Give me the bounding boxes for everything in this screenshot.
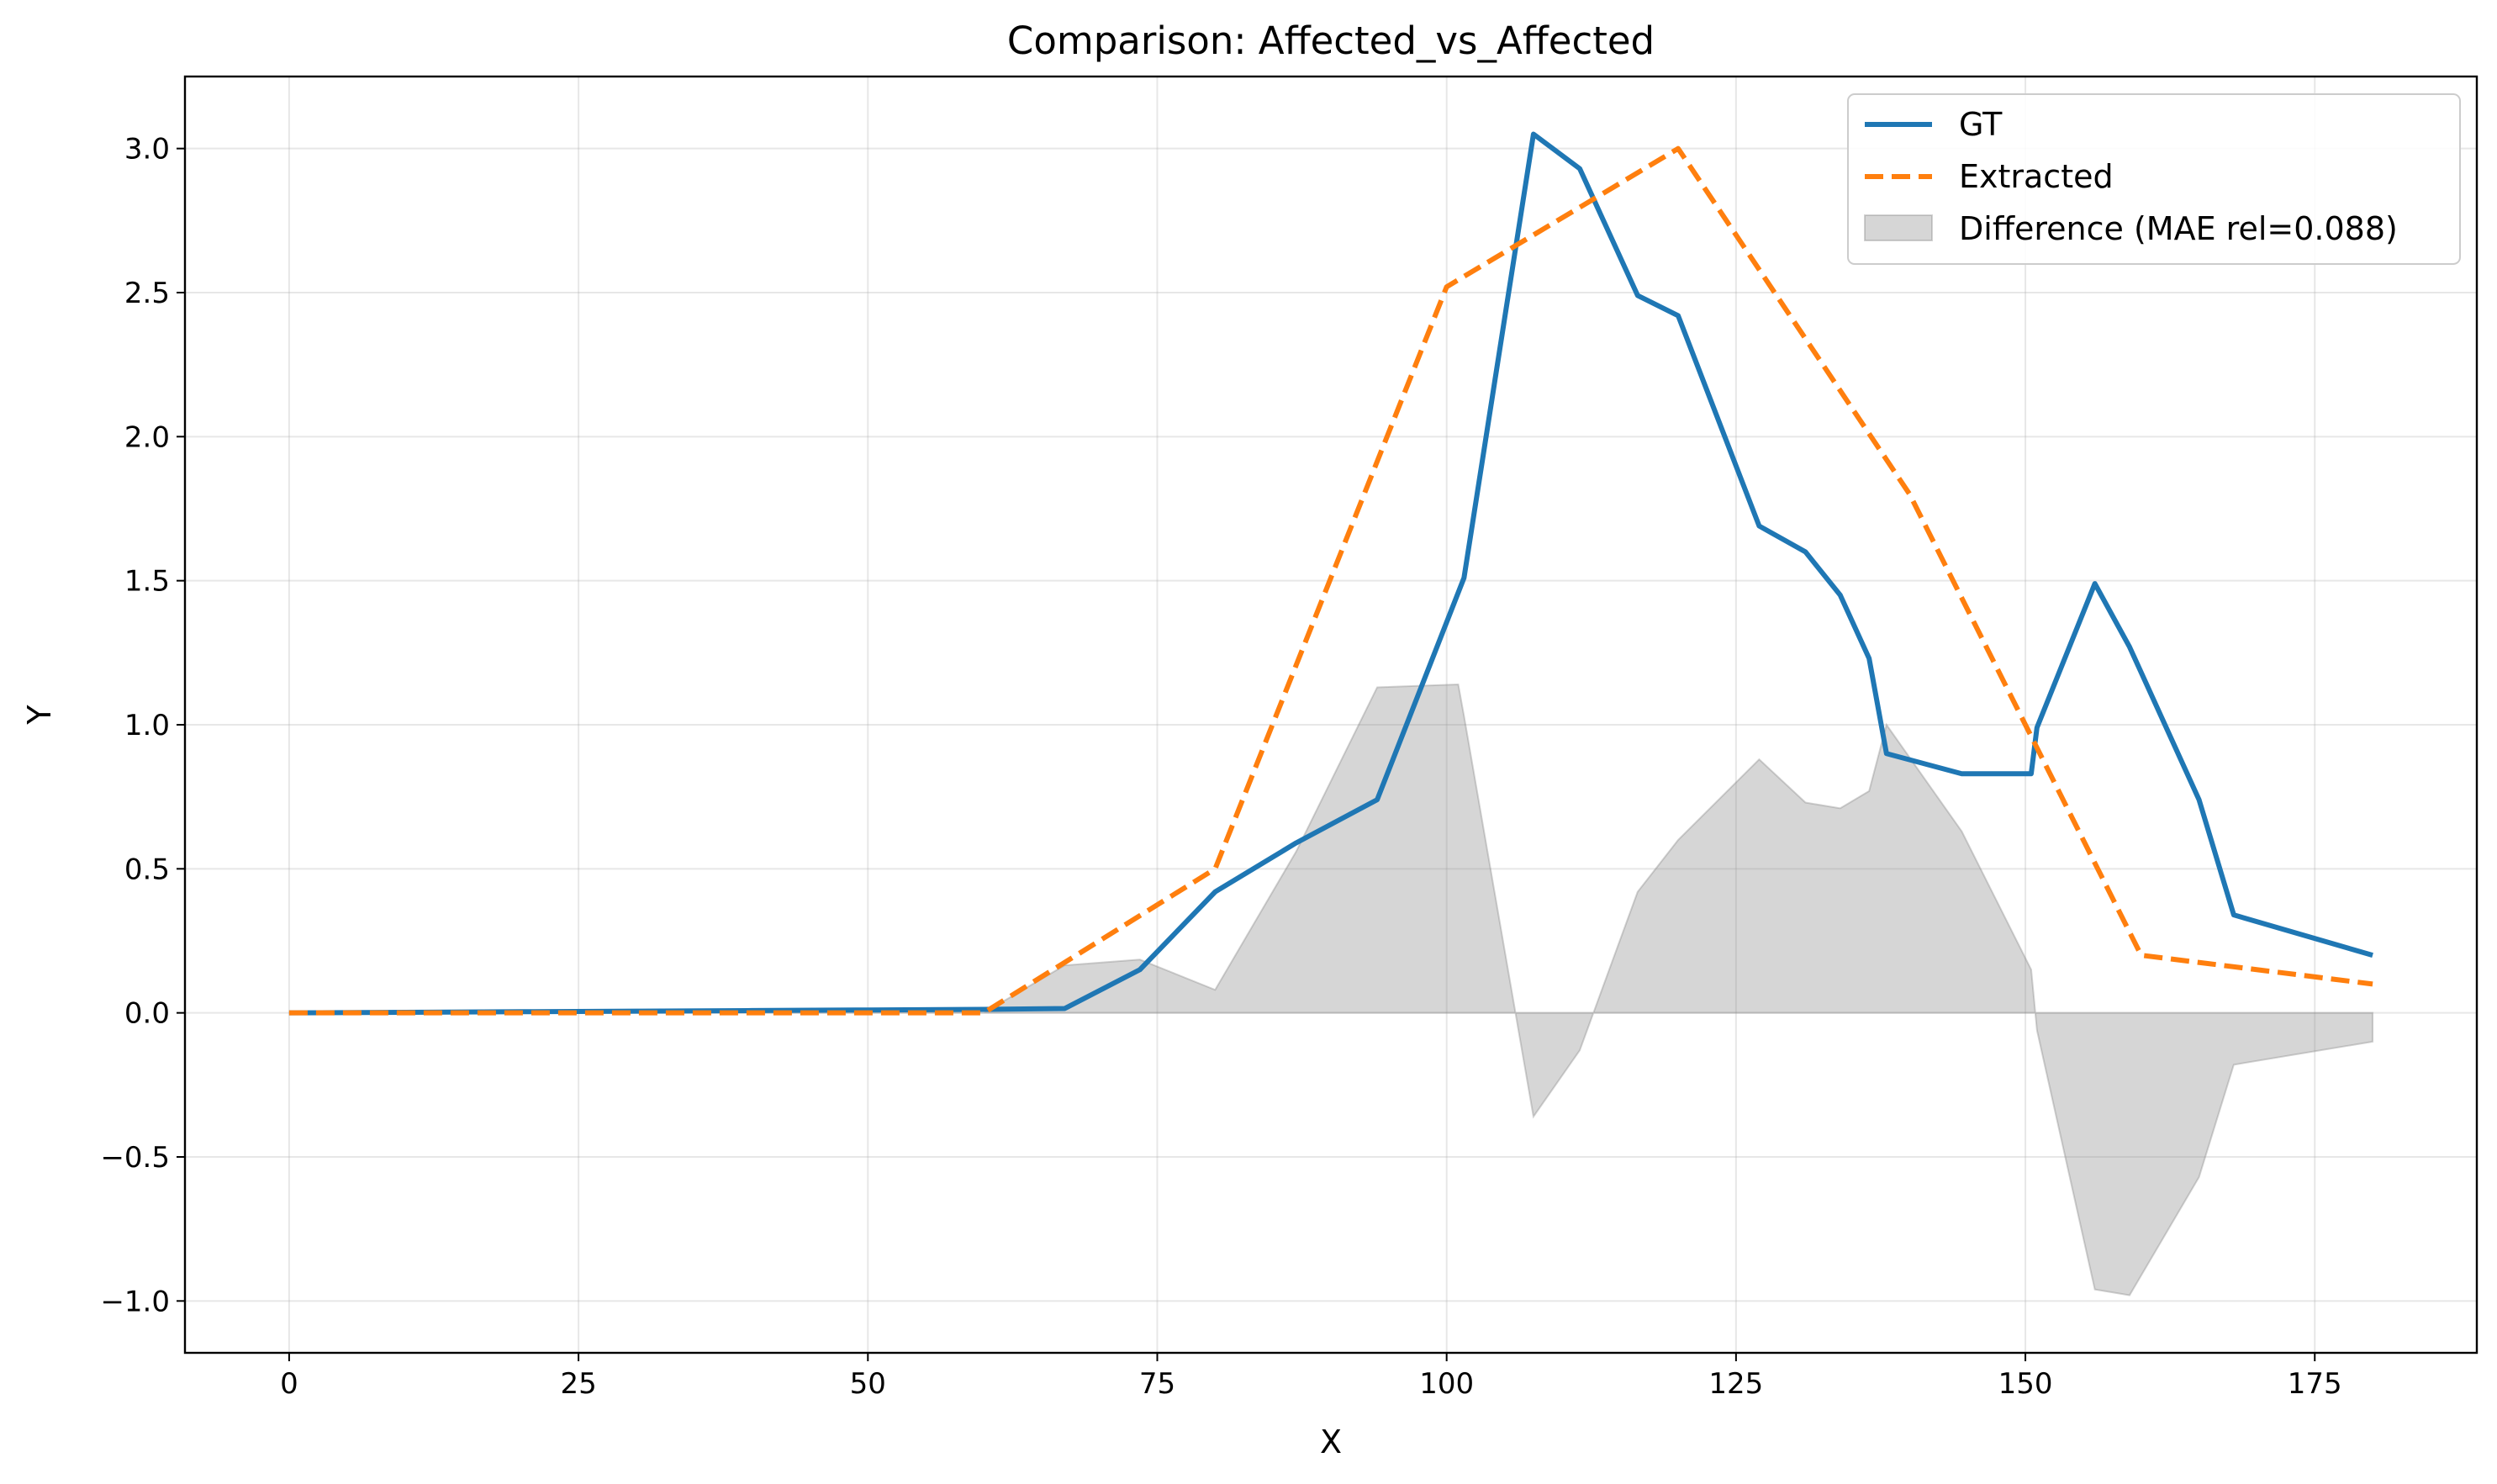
legend-swatch-difference (1864, 214, 1933, 241)
x-axis-label: X (1320, 1423, 1342, 1460)
x-tick-label: 125 (1708, 1367, 1763, 1401)
y-tick-label: 1.5 (124, 565, 170, 599)
legend-label: Difference (MAE rel=0.088) (1959, 210, 2398, 247)
legend-label: Extracted (1959, 158, 2114, 195)
x-axis-ticks: 0 25 50 75 100 125 150 175 (280, 1353, 2342, 1401)
x-tick-label: 50 (850, 1367, 886, 1401)
extracted-line (288, 145, 2373, 1016)
y-tick-label: 3.0 (124, 133, 170, 166)
y-tick-label: 2.5 (124, 277, 170, 310)
gt-line (288, 131, 2373, 1016)
legend-box (1847, 93, 2461, 265)
y-tick-label: 0.0 (124, 997, 170, 1031)
y-axis-ticks: −1.0 −0.5 0.0 0.5 1.0 1.5 2.0 2.5 3.0 (100, 133, 185, 1318)
y-axis-label: Y (21, 705, 58, 726)
x-tick-label: 150 (1998, 1367, 2053, 1401)
y-tick-label: −0.5 (100, 1141, 170, 1175)
x-tick-label: 0 (280, 1367, 298, 1401)
y-tick-label: 2.0 (124, 420, 170, 454)
x-tick-label: 75 (1139, 1367, 1175, 1401)
x-tick-label: 175 (2288, 1367, 2342, 1401)
x-tick-label: 100 (1419, 1367, 1474, 1401)
y-tick-label: 1.0 (124, 709, 170, 742)
series-lines-layer (288, 131, 2373, 1016)
y-tick-label: −1.0 (100, 1285, 170, 1318)
legend: GT Extracted Difference (MAE rel=0.088) (1847, 93, 2461, 265)
difference-area-layer (288, 683, 2374, 1297)
x-tick-label: 25 (560, 1367, 596, 1401)
y-tick-label: 0.5 (124, 853, 170, 886)
chart-title: Comparison: Affected_vs_Affected (1007, 18, 1655, 63)
plot-frame (183, 75, 2479, 1355)
difference-area (288, 683, 2374, 1297)
legend-label: GT (1959, 106, 2003, 143)
